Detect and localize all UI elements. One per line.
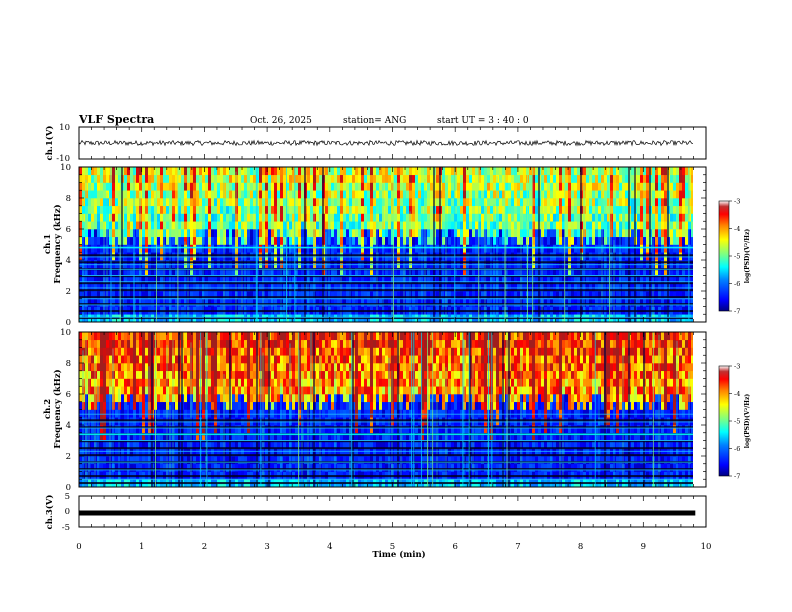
- x-tick-label: 9: [641, 542, 646, 552]
- ch3-waveform-trace: [79, 510, 696, 516]
- x-tick-label: 6: [452, 542, 457, 552]
- x-tick-label: 0: [76, 542, 81, 552]
- x-tick-label: 10: [701, 542, 712, 552]
- x-tick-label: 1: [139, 542, 144, 552]
- y-tick-label: 2: [66, 287, 71, 297]
- colorbar-tick-label: -5: [734, 253, 740, 261]
- figure-title: VLF Spectra: [78, 113, 154, 126]
- y-tick-label: 0: [66, 483, 71, 493]
- y-tick-label: 8: [66, 359, 71, 369]
- y-tick-label: 2: [66, 452, 71, 462]
- y-tick-label: 6: [66, 390, 71, 400]
- x-axis-tick-labels: 0 1 2 3 4 5 6 7 8 9 10: [76, 542, 711, 552]
- colorbar-tick-label: -3: [734, 198, 740, 206]
- x-axis-ticks: [78, 127, 707, 527]
- ch1-spec-ylabel-line2: Frequency (kHz): [52, 204, 63, 283]
- ch1-waveform-panel: 10 -10 ch.1(V): [44, 123, 707, 164]
- ch3-ytick-mid: 0: [65, 507, 70, 517]
- x-tick-label: 2: [202, 542, 207, 552]
- ch1-colorbar: [718, 200, 730, 312]
- ch1-spec-ylabel-line1: ch.1: [43, 234, 53, 254]
- x-tick-label: 3: [264, 542, 269, 552]
- x-tick-label: 4: [327, 542, 332, 552]
- ch2-colorbar-label: log(PSD)(V²/Hz): [744, 394, 751, 449]
- ch1-ylabel: ch.1(V): [44, 126, 55, 161]
- y-tick-label: 8: [66, 194, 71, 204]
- y-tick-label: 10: [60, 163, 71, 173]
- y-tick-label: 0: [66, 318, 71, 328]
- y-tick-label: 6: [66, 225, 71, 235]
- station-label: station= ANG: [343, 116, 406, 126]
- ch2-spectrogram-image: [79, 332, 693, 487]
- colorbar-tick-label: -4: [734, 390, 740, 398]
- ch1-spectrogram-image: [79, 167, 693, 322]
- colorbar-tick-label: -5: [734, 418, 740, 426]
- x-tick-label: 7: [515, 542, 520, 552]
- ch2-spec-ylabel-line2: Frequency (kHz): [52, 369, 63, 448]
- y-tick-label: 4: [66, 256, 71, 266]
- date-label: Oct. 26, 2025: [250, 116, 312, 126]
- y-tick-label: 4: [66, 421, 71, 431]
- colorbar-tick-label: -7: [734, 473, 740, 481]
- ch3-waveform-panel: 5 0 -5 ch.3(V): [44, 492, 707, 533]
- colorbar-tick-label: -3: [734, 363, 740, 371]
- colorbar-tick-label: -6: [734, 280, 740, 288]
- x-axis-label: Time (min): [372, 549, 425, 560]
- x-tick-label: 8: [578, 542, 583, 552]
- ch1-ytick-top: 10: [59, 123, 70, 133]
- ch2-colorbar: [718, 365, 730, 477]
- ch3-ytick-bottom: -5: [62, 523, 70, 533]
- y-tick-label: 10: [60, 328, 71, 338]
- x-tick-label: 5: [390, 542, 395, 552]
- ch1-colorbar-label: log(PSD)(V²/Hz): [744, 229, 751, 284]
- ch1-waveform-trace: [78, 139, 694, 147]
- start-time-label: start UT = 3 : 40 : 0: [437, 116, 529, 126]
- colorbar-tick-label: -6: [734, 445, 740, 453]
- colorbar-tick-label: -7: [734, 308, 740, 316]
- ch3-ytick-top: 5: [65, 492, 70, 502]
- ch1-ytick-bottom: -10: [56, 154, 70, 164]
- ch2-spec-ylabel-line1: ch.2: [43, 399, 53, 419]
- ch3-ylabel: ch.3(V): [44, 495, 55, 530]
- colorbar-tick-label: -4: [734, 225, 740, 233]
